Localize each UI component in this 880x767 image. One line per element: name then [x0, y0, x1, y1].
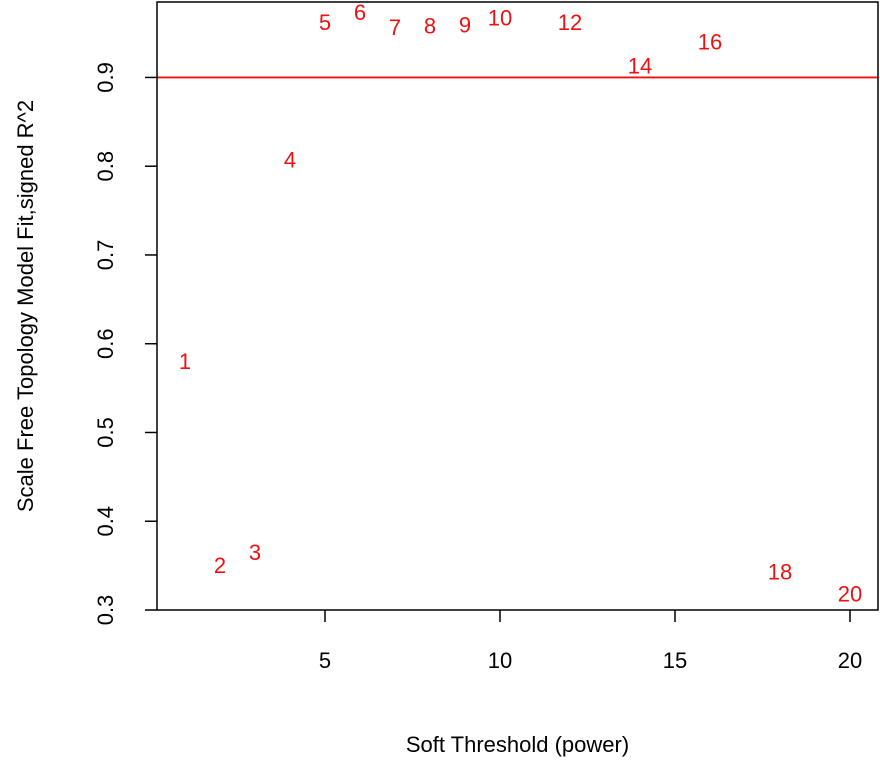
data-point-label: 8: [424, 13, 436, 38]
data-point-label: 2: [214, 553, 226, 578]
data-point-label: 3: [249, 540, 261, 565]
data-point-label: 18: [768, 559, 792, 584]
data-point-label: 14: [628, 53, 652, 78]
x-axis: 5 10 15 20: [319, 610, 862, 673]
y-axis: 0.3 0.4 0.5 0.6 0.7 0.8 0.9: [93, 62, 157, 625]
x-axis-label: Soft Threshold (power): [406, 732, 629, 757]
x-tick-label: 20: [838, 648, 862, 673]
data-point-label: 16: [698, 29, 722, 54]
data-point-label: 10: [488, 5, 512, 30]
y-tick-label: 0.4: [93, 506, 118, 537]
data-point-label: 12: [558, 10, 582, 35]
y-axis-label: Scale Free Topology Model Fit,signed R^2: [13, 100, 38, 512]
y-tick-label: 0.5: [93, 417, 118, 448]
data-point-label: 4: [284, 147, 296, 172]
data-point-label: 5: [319, 10, 331, 35]
plot-frame: [156, 1, 879, 611]
x-tick-label: 10: [488, 648, 512, 673]
x-tick-label: 5: [319, 648, 331, 673]
data-point-label: 1: [179, 349, 191, 374]
data-point-label: 6: [354, 0, 366, 25]
y-tick-label: 0.9: [93, 62, 118, 93]
data-point-label: 20: [838, 582, 862, 607]
y-tick-label: 0.7: [93, 240, 118, 271]
data-point-label: 7: [389, 15, 401, 40]
data-point-label: 9: [459, 13, 471, 38]
y-tick-label: 0.6: [93, 328, 118, 359]
x-tick-label: 15: [663, 648, 687, 673]
y-tick-label: 0.8: [93, 151, 118, 182]
y-tick-label: 0.3: [93, 595, 118, 626]
